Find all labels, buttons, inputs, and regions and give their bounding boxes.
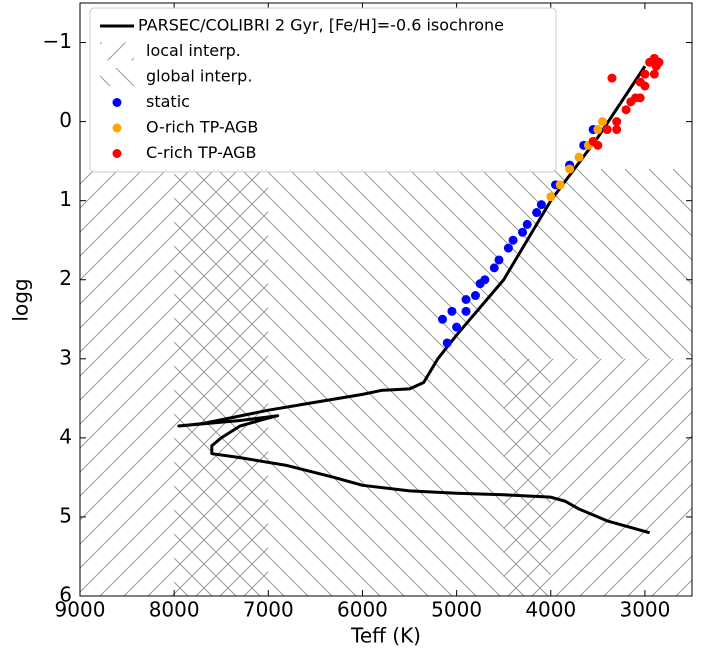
- y-axis-label: logg: [9, 278, 33, 321]
- x-tick-label: 6000: [337, 598, 388, 622]
- point: [651, 61, 661, 71]
- point: [640, 69, 650, 79]
- point: [489, 263, 499, 273]
- x-tick-label: 8000: [149, 598, 200, 622]
- point: [480, 275, 490, 285]
- point: [635, 93, 645, 103]
- legend-label: C-rich TP-AGB: [146, 143, 257, 162]
- point: [612, 125, 622, 135]
- x-tick-label: 4000: [525, 598, 576, 622]
- point: [565, 164, 575, 174]
- point: [522, 219, 532, 229]
- x-tick-label: 5000: [431, 598, 482, 622]
- y-tick-label: 3: [59, 345, 72, 369]
- point: [470, 291, 480, 301]
- legend-label: static: [146, 92, 190, 111]
- legend-box: [89, 7, 557, 173]
- point: [640, 81, 650, 91]
- point: [503, 243, 513, 253]
- point: [536, 200, 546, 210]
- x-tick-label: 7000: [243, 598, 294, 622]
- point: [546, 192, 556, 202]
- point: [494, 255, 504, 265]
- legend-label: O-rich TP-AGB: [146, 118, 258, 137]
- plot-frame: [79, 2, 693, 597]
- point: [447, 306, 457, 316]
- legend-marker: [112, 98, 122, 107]
- legend-label: local interp.: [146, 41, 241, 60]
- y-tick-label: −1: [43, 29, 72, 53]
- hatch-region: [550, 169, 692, 359]
- legend-hatch: [100, 42, 134, 61]
- y-tick-label: 1: [59, 187, 72, 211]
- point: [437, 314, 447, 324]
- point: [626, 97, 636, 107]
- point: [555, 180, 565, 190]
- y-tick-label: 0: [59, 108, 72, 132]
- hatch-region: [174, 169, 551, 596]
- point: [518, 227, 528, 237]
- point: [593, 140, 603, 150]
- point: [593, 125, 603, 135]
- point: [621, 105, 631, 115]
- y-tick-label: 2: [59, 266, 72, 290]
- legend-marker: [112, 149, 122, 158]
- legend-label: PARSEC/COLIBRI 2 Gyr, [Fe/H]=-0.6 isochr…: [138, 16, 504, 35]
- point: [649, 69, 659, 79]
- legend-label: global interp.: [146, 67, 252, 86]
- point: [442, 338, 452, 348]
- point: [598, 117, 608, 127]
- y-tick-label: 5: [59, 503, 72, 527]
- point: [602, 125, 612, 135]
- point: [508, 235, 518, 245]
- point: [532, 208, 542, 218]
- point: [452, 322, 462, 332]
- legend-marker: [112, 123, 122, 133]
- x-tick-label: 9000: [55, 598, 106, 622]
- x-tick-label: 3000: [619, 598, 670, 622]
- x-axis-label: Teff (K): [350, 624, 421, 648]
- point: [574, 152, 584, 162]
- point: [607, 73, 617, 83]
- legend-hatch: [100, 68, 134, 86]
- point: [612, 117, 622, 127]
- y-tick-label: 6: [59, 583, 72, 607]
- y-tick-label: 4: [59, 424, 72, 448]
- point: [461, 295, 471, 304]
- isochrone-line: [177, 65, 651, 535]
- point: [461, 306, 471, 316]
